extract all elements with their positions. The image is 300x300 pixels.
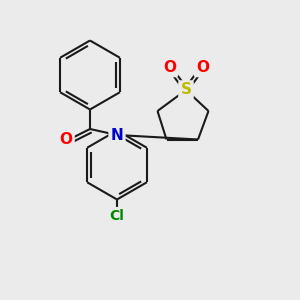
Text: S: S bbox=[181, 82, 191, 98]
Text: O: O bbox=[163, 60, 176, 75]
Text: O: O bbox=[59, 132, 73, 147]
Text: N: N bbox=[111, 128, 123, 142]
Text: Cl: Cl bbox=[110, 209, 124, 223]
Text: O: O bbox=[196, 60, 209, 75]
